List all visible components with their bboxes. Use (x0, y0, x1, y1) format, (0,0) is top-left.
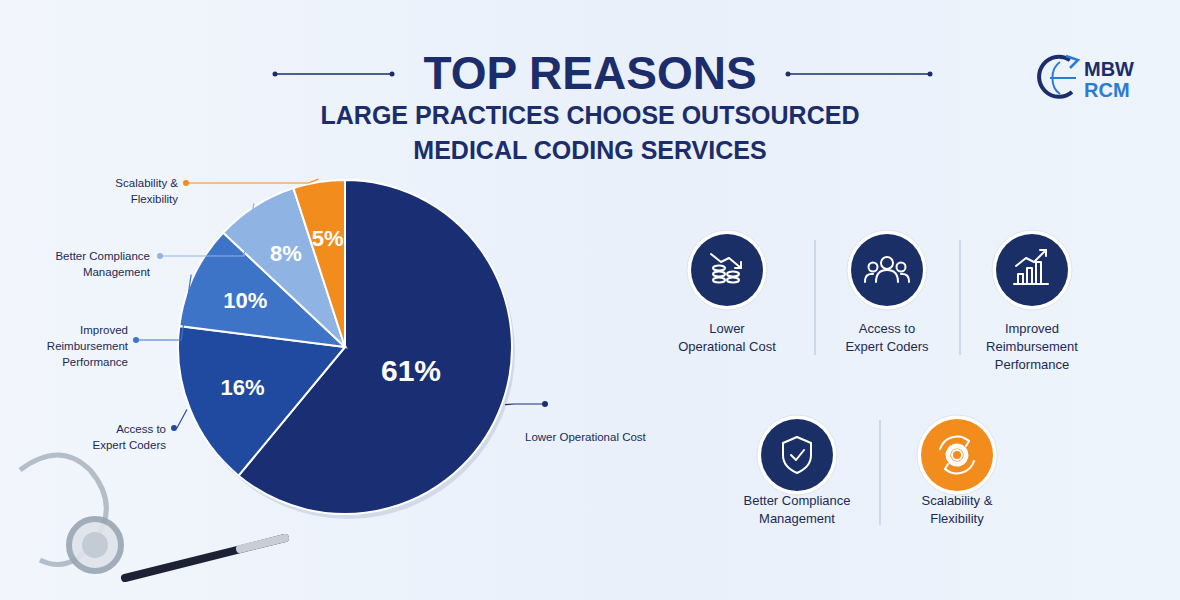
icon-ring (687, 230, 767, 310)
logo-arrow (1066, 56, 1078, 68)
icon-coin (713, 278, 725, 283)
subtitle: LARGE PRACTICES CHOOSE OUTSOURCED MEDICA… (290, 98, 890, 168)
icon-head (881, 257, 893, 269)
icon (1014, 250, 1048, 284)
icon-head (869, 263, 878, 272)
icon-label: Lower Operational Cost (675, 320, 779, 356)
callout-dot (171, 425, 177, 431)
pen (125, 538, 285, 578)
icon-coin (727, 278, 739, 283)
data-label: 61% (381, 354, 441, 387)
icon-shield (783, 437, 811, 473)
callout-line (186, 179, 318, 183)
divider (879, 420, 880, 525)
icon-coin (713, 266, 725, 271)
icon-label: Access to Expert Coders (841, 320, 933, 356)
callout-dot (183, 180, 189, 186)
icon-ring (992, 230, 1072, 310)
title-rule (275, 73, 392, 75)
icon-gear-teeth (948, 446, 966, 464)
divider (959, 240, 960, 355)
icon (711, 254, 741, 283)
icon-badge (996, 234, 1068, 306)
title-rule-dot (928, 72, 933, 77)
data-label: 10% (223, 288, 267, 313)
icon-ring (917, 415, 997, 495)
callout-line (136, 275, 191, 340)
icon-badge (761, 419, 833, 491)
title-rule (788, 73, 930, 75)
icon-ring (757, 415, 837, 495)
stethoscope-center (82, 532, 108, 558)
logo-icon (1039, 56, 1078, 97)
icon (865, 257, 909, 282)
icon-baseline (1014, 283, 1048, 285)
icon (783, 437, 811, 473)
title-rule-dot (786, 72, 791, 77)
icon-cycle (940, 437, 969, 449)
pie (178, 180, 512, 514)
callout-label: Lower Operational Cost (525, 429, 646, 445)
icon-coin (727, 272, 739, 277)
icon-badge (691, 234, 763, 306)
icon-cycle-arrow (964, 438, 969, 446)
callout-label: Scalability & Flexibility (77, 175, 178, 207)
icon-cycle-arrow (945, 464, 950, 472)
icon-bar (1036, 262, 1041, 284)
title-rule-dot (273, 72, 278, 77)
data-label: 16% (220, 375, 264, 400)
logo-text: MBW (1084, 58, 1134, 80)
stethoscope-head (69, 519, 121, 571)
data-label: 5% (312, 226, 344, 251)
icon-arrow (735, 262, 741, 268)
title-rule-dot (390, 72, 395, 77)
icon-label: Scalability & Flexibility (905, 492, 1009, 528)
icon-coin (713, 272, 725, 277)
icon-ring (847, 230, 927, 310)
pen-cap (240, 538, 285, 549)
pie-slice (178, 326, 345, 476)
icon-badge (921, 419, 993, 491)
callout-label: Better Compliance Management (29, 248, 150, 280)
icon-head (897, 263, 906, 272)
icon-trend (1016, 250, 1046, 266)
callout-dot (157, 253, 163, 259)
icon-bar (1018, 274, 1023, 284)
icon-body (901, 274, 909, 282)
logo-text: RCM (1084, 79, 1130, 101)
icon-badge (851, 234, 923, 306)
icon-body (865, 274, 873, 282)
divider (814, 240, 815, 355)
callout-label: Improved Reimbursement Performance (37, 322, 128, 370)
callout-line (174, 410, 187, 428)
icon (940, 437, 974, 474)
icon-body (876, 270, 898, 282)
icon-bar (1027, 268, 1032, 284)
icon-arrow (1040, 250, 1046, 256)
icon-cycle (945, 461, 974, 473)
callout-dot (542, 401, 548, 407)
callout-line (160, 203, 254, 256)
icon-label: Better Compliance Management (712, 492, 882, 528)
callout-line (505, 403, 545, 405)
title: TOP REASONS (390, 46, 790, 100)
callout-label: Access to Expert Coders (86, 421, 166, 453)
icon-gear (952, 450, 962, 460)
icon-label: Improved Reimbursement Performance (980, 320, 1084, 374)
icon-check (791, 450, 804, 460)
data-label: 8% (270, 241, 302, 266)
callout-dot (133, 337, 139, 343)
icon-trend (711, 254, 741, 268)
